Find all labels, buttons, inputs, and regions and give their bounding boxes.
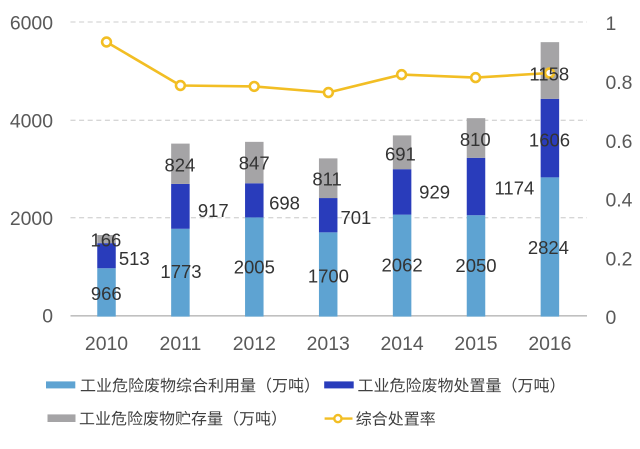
svg-text:1606: 1606	[529, 130, 570, 151]
svg-text:2015: 2015	[454, 333, 497, 355]
svg-text:2013: 2013	[307, 333, 350, 355]
svg-text:2005: 2005	[234, 256, 275, 277]
svg-text:691: 691	[385, 144, 416, 165]
svg-text:1: 1	[606, 13, 617, 35]
svg-text:811: 811	[312, 169, 342, 190]
svg-text:0.4: 0.4	[606, 190, 633, 212]
svg-text:698: 698	[269, 193, 300, 214]
svg-text:2011: 2011	[160, 333, 202, 355]
svg-text:2050: 2050	[455, 255, 496, 276]
svg-text:1700: 1700	[308, 265, 349, 286]
svg-text:2016: 2016	[528, 333, 571, 355]
svg-text:929: 929	[419, 182, 450, 203]
svg-text:2000: 2000	[10, 208, 53, 230]
svg-text:2010: 2010	[85, 333, 128, 355]
svg-text:2014: 2014	[381, 333, 424, 355]
svg-text:1158: 1158	[529, 63, 569, 84]
svg-text:966: 966	[91, 283, 122, 304]
svg-text:2062: 2062	[382, 255, 423, 276]
svg-text:824: 824	[164, 154, 195, 175]
svg-text:1174: 1174	[495, 178, 535, 199]
svg-text:513: 513	[119, 248, 150, 269]
svg-text:2012: 2012	[233, 333, 276, 355]
svg-text:0: 0	[42, 306, 53, 328]
svg-text:847: 847	[239, 153, 270, 174]
svg-text:701: 701	[340, 207, 371, 228]
svg-text:0: 0	[606, 307, 617, 329]
svg-text:0.6: 0.6	[606, 131, 633, 153]
svg-text:6000: 6000	[10, 13, 53, 35]
svg-text:0.8: 0.8	[606, 72, 633, 94]
svg-text:810: 810	[460, 129, 491, 150]
svg-text:917: 917	[198, 200, 229, 221]
svg-text:2824: 2824	[528, 237, 569, 258]
svg-text:0.2: 0.2	[606, 248, 633, 270]
svg-text:166: 166	[90, 229, 121, 250]
svg-text:4000: 4000	[10, 110, 53, 132]
svg-text:1773: 1773	[160, 261, 201, 282]
